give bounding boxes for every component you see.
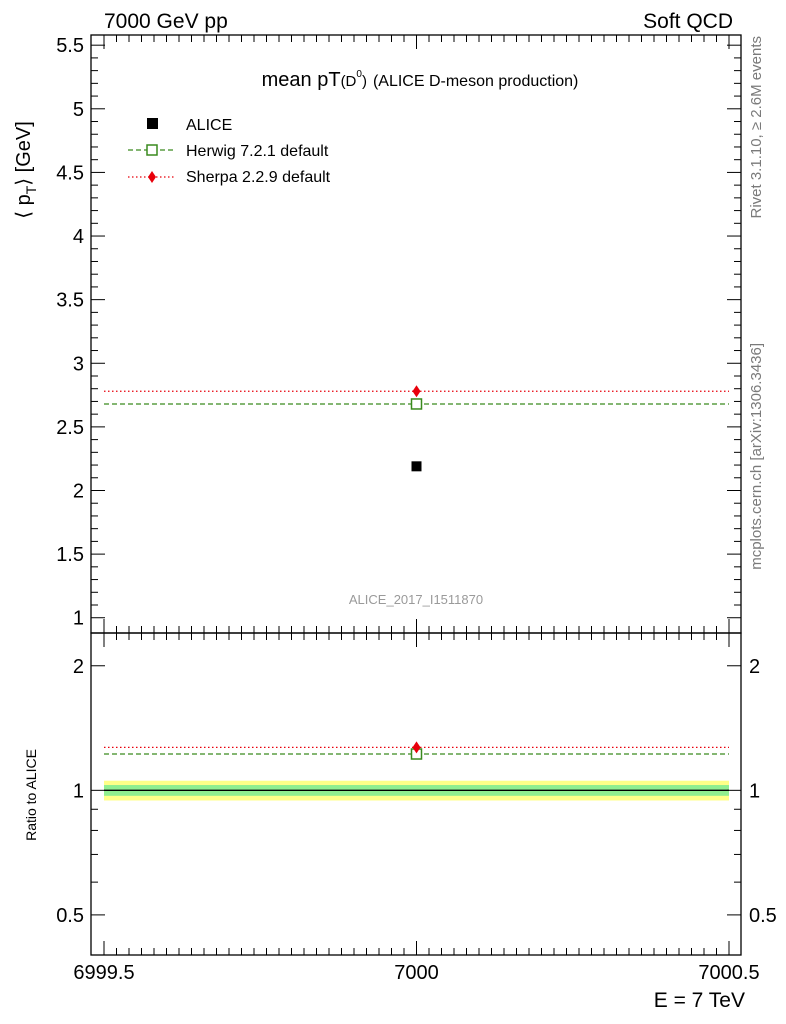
ratio-data-layer <box>104 741 729 791</box>
legend: ALICE Herwig 7.2.1 default Sherpa 2.2.9 … <box>128 117 331 186</box>
main-ytick-label: 3.5 <box>56 290 84 312</box>
header-right: Soft QCD <box>643 10 733 33</box>
mcplots-label: mcplots.cern.ch [arXiv:1306.3436] <box>748 343 765 570</box>
ratio-panel: 0.5 0.5 1 1 2 2 6999.5 7000 7000.5 Ratio to ALI… <box>23 632 777 1012</box>
legend-sherpa-label: Sherpa 2.2.9 default <box>186 169 331 186</box>
ratio-ytick-label: 0.5 <box>56 905 84 927</box>
ratio-ytick-label-right: 2 <box>749 656 760 678</box>
xtick-label: 7000.5 <box>698 962 759 984</box>
ratio-sherpa-point <box>412 741 421 754</box>
title-rest: (ALICE D-meson production) <box>373 73 578 90</box>
main-ytick-label: 5 <box>73 99 84 121</box>
ratio-ytick-label: 2 <box>73 656 84 678</box>
legend-alice-marker <box>147 118 158 129</box>
title-main: mean pT <box>262 69 341 91</box>
ratio-frame <box>90 632 742 956</box>
main-y-label: ⟨ pT⟩ [GeV] <box>13 121 39 219</box>
ylabel-sub: T <box>23 185 39 194</box>
title-sub: (D <box>341 73 357 90</box>
herwig-point <box>410 398 423 410</box>
main-ytick-label: 3 <box>73 353 84 375</box>
legend-herwig-marker <box>146 144 158 156</box>
main-ytick-label: 4 <box>73 226 84 248</box>
main-axis-ticks <box>91 35 741 633</box>
ratio-ytick-labels: 0.5 0.5 1 1 2 2 <box>56 656 777 927</box>
xtick-label: 7000 <box>394 962 439 984</box>
main-title: mean pT(D0) (ALICE D-meson production) <box>262 69 579 91</box>
title-sup: 0 <box>356 69 362 80</box>
header-left: 7000 GeV pp <box>104 10 228 33</box>
main-ytick-label: 1.5 <box>56 544 84 566</box>
ylabel-left: ⟨ p <box>13 194 35 218</box>
title-close: ) <box>362 73 367 90</box>
x-axis-label: E = 7 TeV <box>654 989 745 1012</box>
legend-herwig-label: Herwig 7.2.1 default <box>186 143 329 160</box>
main-ytick-label: 2 <box>73 480 84 502</box>
main-ytick-label: 4.5 <box>56 162 84 184</box>
ratio-xtick-labels: 6999.5 7000 7000.5 <box>73 962 759 984</box>
analysis-id: ALICE_2017_I1511870 <box>349 592 483 607</box>
alice-point <box>411 461 422 472</box>
ratio-y-label: Ratio to ALICE <box>23 749 39 841</box>
main-data-layer <box>104 385 729 472</box>
xtick-label: 6999.5 <box>73 962 134 984</box>
sherpa-point <box>412 385 421 398</box>
main-ytick-label: 5.5 <box>56 35 84 57</box>
main-panel: 1 1.5 2 2.5 3 3.5 4 4.5 5 5.5 mean pT(D0) (ALICE D… <box>13 34 742 634</box>
ratio-ytick-label-right: 1 <box>749 780 760 802</box>
ratio-ytick-label-right: 0.5 <box>749 905 777 927</box>
main-ytick-labels: 1 1.5 2 2.5 3 3.5 4 4.5 5 5.5 <box>56 35 84 630</box>
main-ytick-label: 2.5 <box>56 417 84 439</box>
rivet-label: Rivet 3.1.10, ≥ 2.6M events <box>748 36 765 219</box>
legend-alice-label: ALICE <box>186 117 232 134</box>
legend-sherpa-marker <box>148 171 156 183</box>
ratio-ytick-label: 1 <box>73 780 84 802</box>
ylabel-right: ⟩ [GeV] <box>13 121 35 186</box>
main-ytick-label: 1 <box>73 608 84 630</box>
